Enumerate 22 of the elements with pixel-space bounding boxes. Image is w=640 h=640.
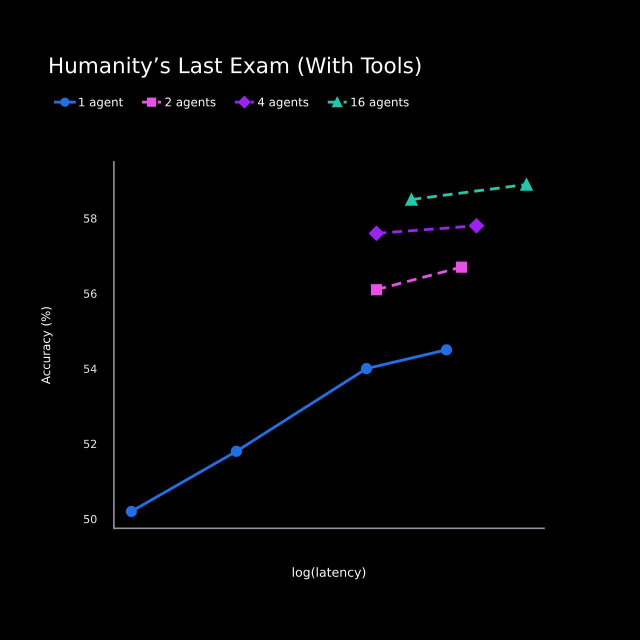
point [360, 363, 372, 374]
point [468, 218, 484, 234]
legend-label: 1 agent [79, 98, 123, 109]
point [126, 506, 137, 517]
y-tick-label: 50 [84, 514, 97, 524]
legend-label: 16 agents [352, 98, 409, 109]
point [368, 226, 384, 241]
legend-label: 2 agents [165, 98, 216, 109]
y-tick-label: 58 [84, 214, 96, 223]
point [456, 262, 468, 273]
chart-title: Humanity’s Last Exam (With Tools) [50, 56, 420, 78]
point [405, 193, 418, 206]
y-tick-label: 56 [84, 289, 97, 298]
point [520, 178, 533, 191]
point [440, 344, 452, 356]
point [370, 284, 382, 296]
y-tick-label: 52 [84, 440, 96, 448]
point [230, 446, 242, 457]
legend-label: 4 agents [258, 98, 308, 109]
y-axis-title: Accuracy (%) [41, 307, 53, 384]
y-tick-label: 54 [84, 364, 97, 373]
x-axis-title: log(latency) [292, 567, 366, 580]
